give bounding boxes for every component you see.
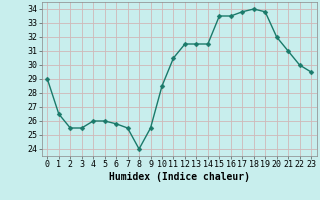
- X-axis label: Humidex (Indice chaleur): Humidex (Indice chaleur): [109, 172, 250, 182]
